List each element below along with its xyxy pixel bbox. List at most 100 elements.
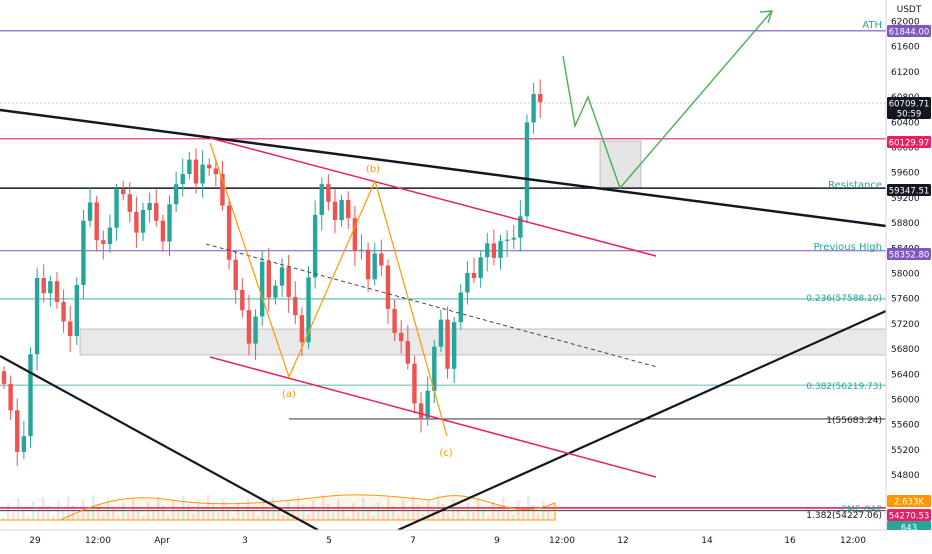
demand-zone[interactable] xyxy=(79,328,887,356)
candle[interactable] xyxy=(385,259,391,324)
candle[interactable] xyxy=(266,247,271,312)
candle[interactable] xyxy=(246,294,252,356)
candle[interactable] xyxy=(226,200,232,270)
candle[interactable] xyxy=(114,184,119,241)
volume-bar xyxy=(132,498,135,520)
candle[interactable] xyxy=(339,194,344,227)
candle[interactable] xyxy=(326,174,331,211)
candle[interactable] xyxy=(207,158,212,177)
candle[interactable] xyxy=(359,234,364,260)
candle[interactable] xyxy=(54,272,60,309)
candle[interactable] xyxy=(167,195,172,257)
candle[interactable] xyxy=(491,229,497,266)
candle[interactable] xyxy=(253,309,258,360)
projection-arrow-head xyxy=(759,10,773,24)
candle[interactable] xyxy=(531,82,536,134)
lower-descending-trendline[interactable] xyxy=(0,355,319,531)
candle[interactable] xyxy=(445,306,450,379)
volume-bar xyxy=(222,499,225,520)
candle[interactable] xyxy=(120,180,126,201)
candle[interactable] xyxy=(511,225,516,249)
candle[interactable] xyxy=(418,392,424,433)
candle[interactable] xyxy=(68,305,73,352)
candle[interactable] xyxy=(21,421,27,460)
candle[interactable] xyxy=(293,281,298,325)
channel-midline[interactable] xyxy=(205,243,658,368)
channel-upper-line[interactable] xyxy=(209,137,657,257)
candle[interactable] xyxy=(173,171,179,213)
candle[interactable] xyxy=(61,289,66,333)
candle[interactable] xyxy=(432,340,437,404)
candle[interactable] xyxy=(312,200,318,289)
candle[interactable] xyxy=(134,196,139,248)
candle[interactable] xyxy=(518,200,523,252)
candle[interactable] xyxy=(425,376,430,426)
candle[interactable] xyxy=(233,251,238,305)
candle[interactable] xyxy=(471,257,477,284)
abc-wave-path[interactable] xyxy=(209,142,448,437)
ascending-trendline[interactable] xyxy=(397,309,887,532)
resistance-annotation: Resistance xyxy=(828,180,882,191)
candle[interactable] xyxy=(504,230,510,257)
candle[interactable] xyxy=(346,191,351,230)
candle[interactable] xyxy=(399,320,404,354)
candle[interactable] xyxy=(286,254,291,313)
candle[interactable] xyxy=(306,266,311,349)
candle[interactable] xyxy=(372,242,377,286)
candle[interactable] xyxy=(1,366,7,389)
candle[interactable] xyxy=(34,267,40,371)
candle[interactable] xyxy=(405,325,411,370)
candle[interactable] xyxy=(485,232,490,272)
candle[interactable] xyxy=(94,196,99,252)
candle[interactable] xyxy=(319,177,324,231)
candle[interactable] xyxy=(81,209,86,299)
volume-bar xyxy=(32,502,35,520)
candle[interactable] xyxy=(48,275,53,307)
candle[interactable] xyxy=(465,261,470,305)
candle[interactable] xyxy=(538,79,543,119)
candle[interactable] xyxy=(392,299,397,341)
candle[interactable] xyxy=(220,160,225,211)
candle[interactable] xyxy=(140,202,146,241)
volume-bar xyxy=(262,502,265,520)
volume-bar xyxy=(522,510,525,520)
candle[interactable] xyxy=(127,182,132,223)
candle[interactable] xyxy=(412,355,417,414)
volume-bar xyxy=(352,503,355,520)
candle[interactable] xyxy=(498,234,503,270)
candle[interactable] xyxy=(41,264,46,303)
candle[interactable] xyxy=(87,188,93,228)
candle[interactable] xyxy=(187,151,192,180)
candle[interactable] xyxy=(478,249,483,288)
candle[interactable] xyxy=(15,398,20,466)
candle[interactable] xyxy=(28,347,33,448)
channel-lower-line[interactable] xyxy=(209,356,657,478)
candle[interactable] xyxy=(240,278,245,318)
candle[interactable] xyxy=(8,375,13,420)
candle[interactable] xyxy=(147,192,152,223)
candle[interactable] xyxy=(107,214,113,253)
candle[interactable] xyxy=(101,230,106,260)
candle[interactable] xyxy=(154,189,159,227)
descending-trendline[interactable] xyxy=(0,108,887,228)
candle[interactable] xyxy=(365,242,371,293)
candle[interactable] xyxy=(160,214,166,252)
candle[interactable] xyxy=(213,158,219,187)
candle[interactable] xyxy=(74,277,80,345)
candle[interactable] xyxy=(200,150,205,199)
candle[interactable] xyxy=(332,188,338,234)
candle[interactable] xyxy=(180,158,185,197)
candle[interactable] xyxy=(273,279,278,305)
candle[interactable] xyxy=(259,251,265,326)
projection-path[interactable] xyxy=(562,10,773,190)
candle[interactable] xyxy=(379,239,384,276)
candle[interactable] xyxy=(458,283,463,330)
candle[interactable] xyxy=(524,114,530,224)
candle[interactable] xyxy=(193,148,199,194)
candle[interactable] xyxy=(438,309,444,353)
volume-bar xyxy=(152,511,155,520)
candle[interactable] xyxy=(451,316,457,384)
candle[interactable] xyxy=(352,206,358,267)
